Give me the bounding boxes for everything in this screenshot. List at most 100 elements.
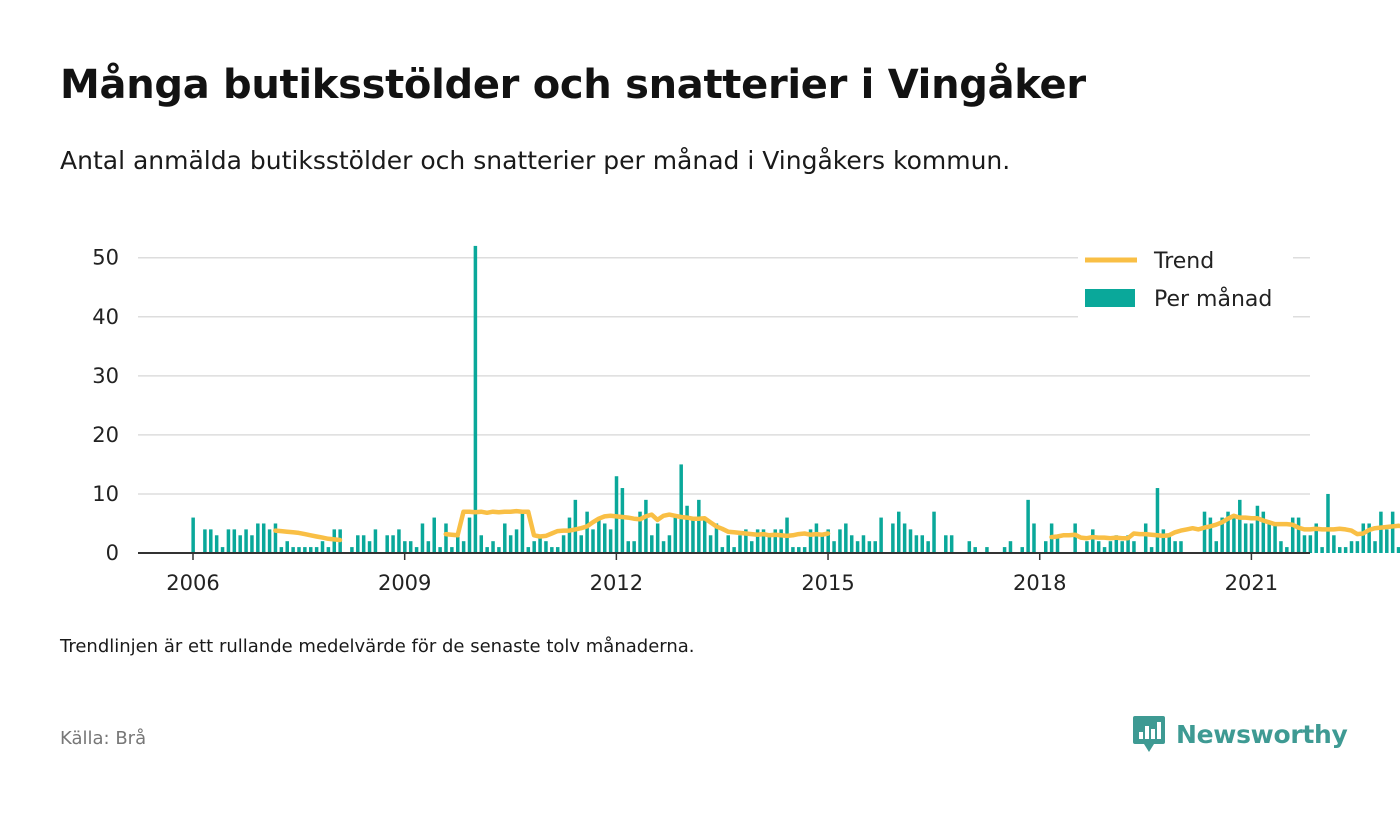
bar [473, 245, 478, 554]
y-tick-label: 10 [92, 482, 119, 506]
bar [761, 529, 766, 553]
bar [414, 547, 419, 553]
bar [1379, 511, 1383, 553]
bar [1349, 541, 1354, 553]
bar [638, 511, 642, 553]
bar [1044, 541, 1048, 553]
bar [620, 488, 625, 553]
bar [985, 547, 989, 553]
bar [626, 541, 631, 553]
bar [1361, 523, 1366, 553]
bar [755, 529, 760, 553]
bar [1290, 517, 1295, 553]
chart-svg: 010203040502006200920122015201820212024T… [92, 244, 1400, 595]
newsworthy-logo[interactable]: Newsworthy [1132, 712, 1348, 756]
bar [1179, 541, 1183, 553]
bar [520, 511, 525, 553]
bar [1143, 523, 1148, 553]
bar [209, 529, 213, 553]
bar [550, 547, 554, 553]
bar [949, 535, 954, 553]
bar [808, 529, 813, 553]
bar [1338, 547, 1342, 553]
bar [367, 541, 372, 553]
bar [608, 529, 613, 553]
bar [320, 541, 325, 553]
bar [797, 547, 801, 553]
bar [920, 535, 925, 553]
bar [685, 505, 689, 553]
bar [697, 499, 701, 553]
bar [1320, 547, 1324, 553]
bar [597, 517, 601, 553]
bar [532, 541, 536, 553]
bar [967, 541, 972, 553]
bar [514, 529, 519, 553]
bar [267, 529, 272, 553]
bar [908, 529, 913, 553]
bar [1108, 541, 1113, 553]
bar [1249, 523, 1254, 553]
bar [902, 523, 907, 553]
bar [226, 529, 231, 553]
bar [432, 517, 436, 553]
bar [1226, 511, 1230, 553]
bar [1002, 547, 1007, 553]
bar [1261, 511, 1266, 553]
bar [485, 547, 489, 553]
bar [467, 517, 472, 553]
bar [420, 523, 425, 553]
bar [873, 541, 877, 553]
bar [732, 547, 736, 553]
bar [297, 547, 301, 553]
bar [1279, 541, 1283, 553]
bar [1367, 523, 1371, 553]
bar [1243, 523, 1248, 553]
bar [1390, 511, 1395, 553]
bar [314, 547, 319, 553]
bar [1308, 535, 1313, 553]
bar [538, 535, 542, 553]
bar [926, 541, 930, 553]
bar [350, 547, 354, 553]
bar [679, 464, 683, 553]
bar [1055, 535, 1060, 553]
bar [356, 535, 360, 553]
bar [673, 517, 678, 553]
bar [555, 547, 560, 553]
bar [1396, 547, 1400, 553]
bar [855, 541, 860, 553]
bar [767, 535, 772, 553]
bar [403, 541, 407, 553]
chart-title: Många butiksstölder och snatterier i Vin… [60, 62, 1086, 108]
bar [1020, 547, 1024, 553]
bar [191, 517, 195, 553]
bar [491, 541, 495, 553]
bar [479, 535, 484, 553]
legend-label-bars: Per månad [1154, 286, 1272, 312]
bar [1155, 488, 1160, 553]
bar [1208, 517, 1213, 553]
x-tick-label: 2018 [1013, 571, 1066, 595]
bar [1273, 523, 1277, 553]
bar [661, 541, 666, 553]
bar [326, 547, 331, 553]
x-tick-label: 2009 [378, 571, 431, 595]
bar [891, 523, 895, 553]
trend-line [1049, 513, 1400, 541]
bar [1326, 493, 1330, 553]
bar [391, 535, 395, 553]
y-tick-label: 0 [106, 541, 119, 565]
bar [508, 535, 513, 553]
bar [708, 535, 713, 553]
bar [802, 547, 807, 553]
bar [849, 535, 854, 553]
trend-line [443, 508, 831, 539]
bar [444, 523, 448, 553]
bar [603, 523, 607, 553]
bar [1267, 523, 1271, 553]
bar [385, 535, 389, 553]
bar [1149, 547, 1154, 553]
bar [738, 535, 742, 553]
bar [838, 529, 842, 553]
